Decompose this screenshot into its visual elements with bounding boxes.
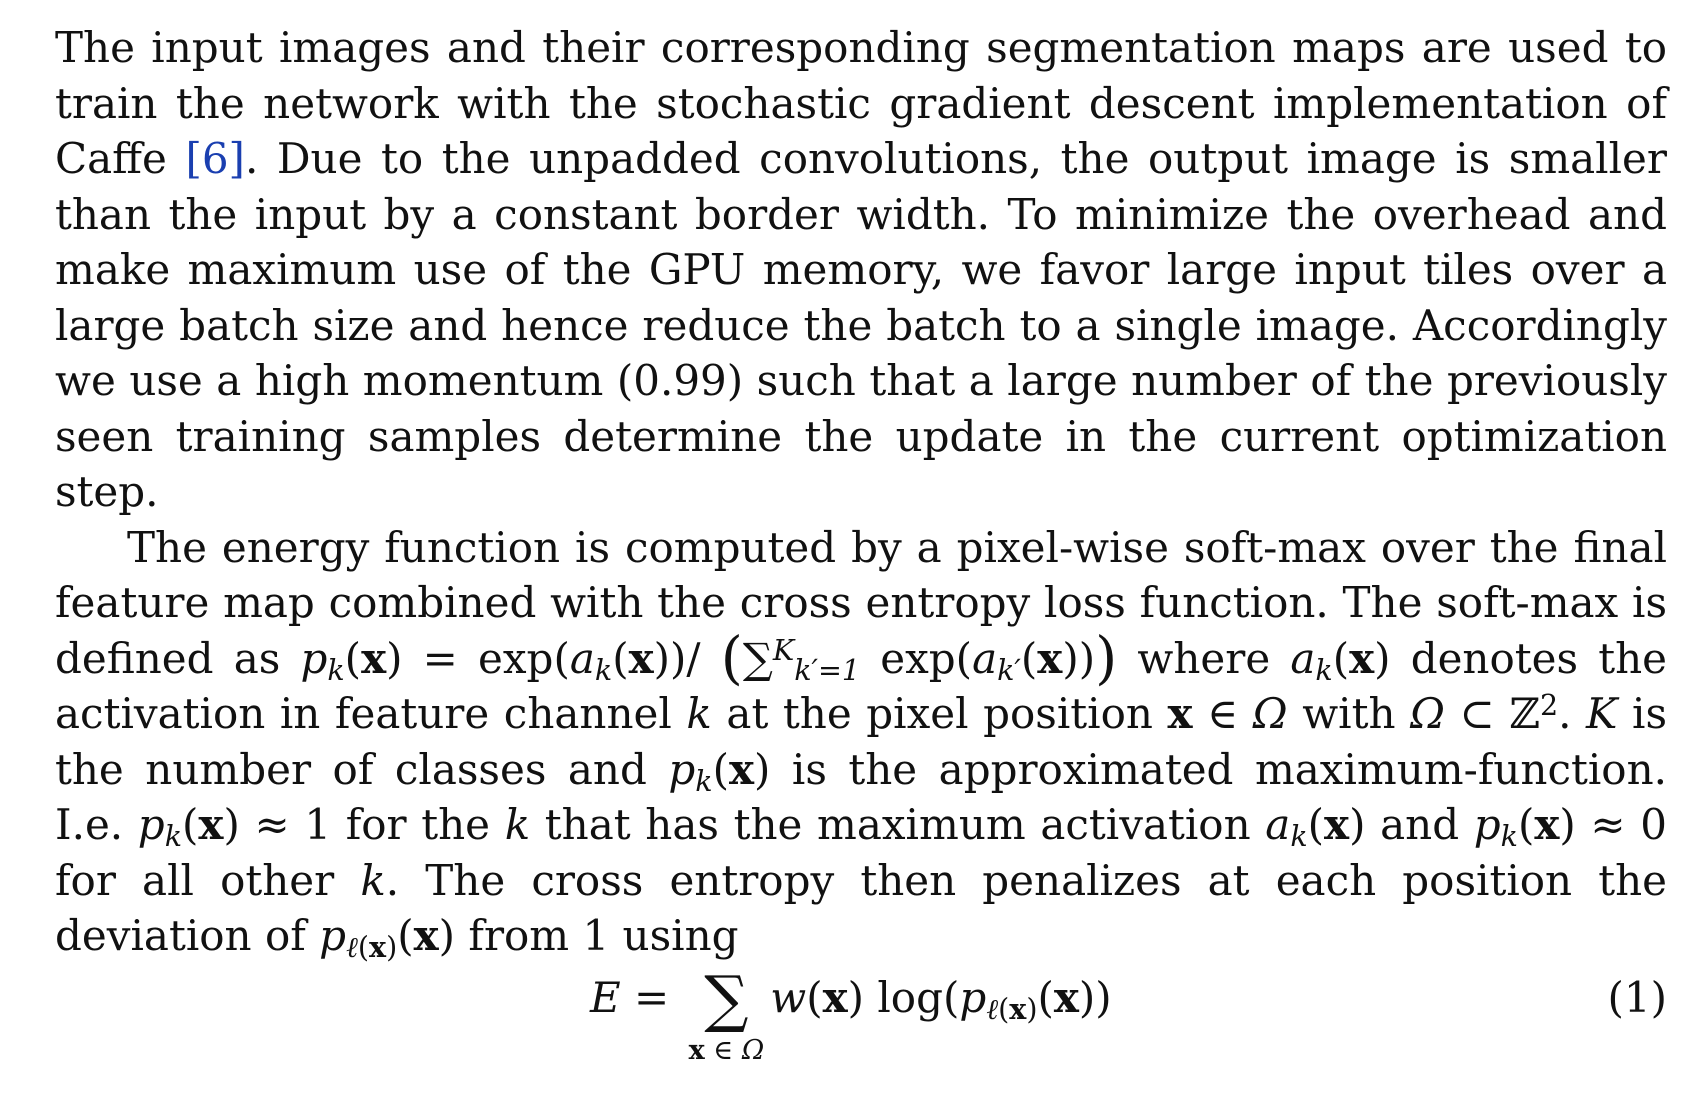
pk-approx-zero: pk(x) ≈ 0 (1473, 800, 1667, 854)
equation-lhs: E (590, 972, 621, 1022)
paragraph-training: The input images and their corresponding… (55, 20, 1667, 520)
paragraph-text: is the approximated maximum-function. I.… (55, 744, 1667, 850)
paragraph-text: at the pixel position (711, 689, 1168, 738)
math-k: k (504, 800, 531, 849)
math-k: k (686, 689, 712, 738)
summation: ∑ x ∈ Ω (688, 961, 765, 1066)
sum-symbol: ∑ (704, 961, 749, 1035)
paragraph-text: from 1 using (455, 911, 739, 960)
softmax-formula: pk(x) = exp(ak(x))/ (∑Kk′=1 exp(ak′(x))) (300, 625, 1118, 692)
paragraph-text: The input images and their corresponding… (55, 23, 1667, 183)
p-ell-symbol: pℓ(x)(x) (319, 911, 456, 965)
paragraph-text: that has the maximum activation (530, 800, 1266, 849)
paragraph-text: for the (331, 800, 505, 849)
math-k: k (360, 855, 386, 905)
domain-subset-formula: Ω ⊂ ℤ2 (1410, 688, 1559, 738)
activation-symbol: ak(x) (1290, 633, 1391, 687)
paragraph-text: denotes the activation in feature channe… (55, 633, 1667, 739)
math-K: K (1586, 689, 1618, 738)
equation-rhs: w(x) log(pℓ(x)(x)) (770, 972, 1112, 1026)
pixel-domain-formula: x ∈ Ω (1167, 689, 1288, 738)
paragraph-energy-function: The energy function is computed by a pix… (55, 520, 1667, 964)
activation-symbol: ak(x) (1265, 800, 1366, 854)
paragraph-text: with (1287, 689, 1411, 738)
paper-page: The input images and their corresponding… (55, 20, 1667, 1100)
paragraph-text: . Due to the unpadded convolutions, the … (55, 134, 1667, 516)
equals-sign: = (620, 972, 683, 1022)
paragraph-text: where (1117, 633, 1291, 683)
paragraph-text: for all other (55, 855, 361, 905)
equation-number: (1) (1607, 972, 1668, 1022)
paragraph-text: . (1558, 689, 1587, 738)
citation-link[interactable]: [6] (185, 134, 245, 183)
paragraph-text: The energy function is computed by a pix… (55, 522, 1667, 683)
paragraph-text: . The cross entropy then penalizes at ea… (55, 855, 1667, 961)
pk-symbol: pk(x) (668, 744, 771, 798)
paragraph-text: is the number of classes and (55, 689, 1667, 794)
paragraph-text: and (1365, 800, 1474, 849)
sum-subscript: x ∈ Ω (688, 1034, 765, 1066)
pk-approx-one: pk(x) ≈ 1 (137, 800, 332, 854)
